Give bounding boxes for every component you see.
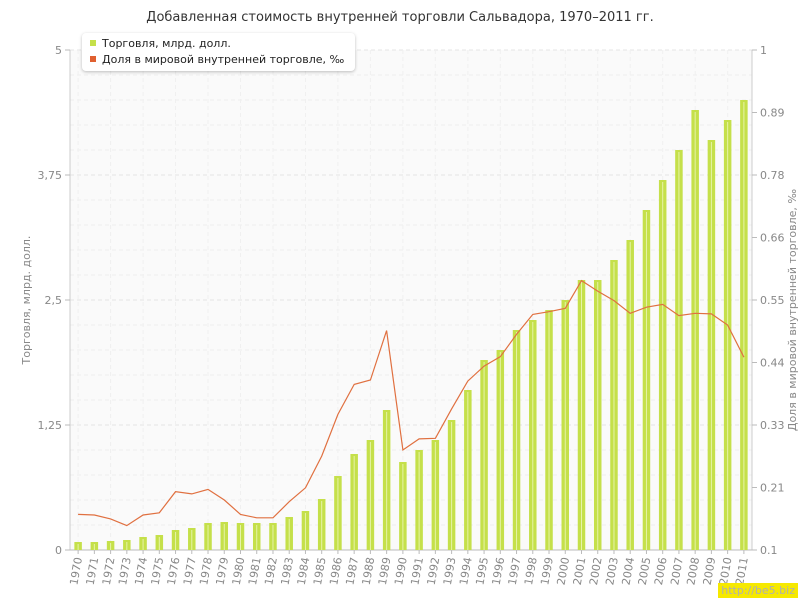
x-tick-label-2008: 2008 — [684, 556, 702, 586]
y-tick-left-label: 1,25 — [38, 419, 63, 432]
x-tick-label-2006: 2006 — [652, 556, 670, 586]
x-tick-label-1994: 1994 — [457, 556, 475, 586]
legend-swatch-trade — [90, 40, 96, 46]
y-axis-right-ticks: 0.1 0.21 0.33 0.44 0.55 0.66 0.78 0.89 1 — [752, 44, 785, 557]
x-tick-label-2010: 2010 — [717, 556, 735, 586]
x-tick-label-2005: 2005 — [636, 556, 654, 586]
y-tick-left-label: 5 — [55, 44, 62, 57]
x-tick-label-1976: 1976 — [165, 556, 183, 586]
x-tick-label-2011: 2011 — [733, 556, 751, 586]
x-tick-label-1996: 1996 — [490, 556, 508, 586]
y-tick-left-label: 0 — [55, 544, 62, 557]
x-tick-label-1989: 1989 — [376, 556, 394, 586]
y-tick-right-label: 0.89 — [760, 107, 785, 120]
x-tick-label-2003: 2003 — [603, 556, 621, 586]
y-tick-right-label: 1 — [760, 44, 767, 57]
x-tick-label-2009: 2009 — [701, 556, 719, 586]
x-tick-label-1993: 1993 — [441, 556, 459, 586]
x-tick-label-2004: 2004 — [620, 556, 638, 586]
x-tick-label-1970: 1970 — [67, 556, 85, 586]
y-tick-right-label: 0.44 — [760, 357, 785, 370]
x-tick-label-1987: 1987 — [343, 556, 361, 586]
x-tick-label-1973: 1973 — [116, 556, 134, 586]
y-axis-left-label: Торговля, млрд. долл. — [20, 236, 33, 366]
legend-swatch-share — [90, 56, 96, 62]
x-tick-label-1991: 1991 — [408, 556, 426, 586]
x-tick-label-1999: 1999 — [538, 556, 556, 586]
x-tick-label-1990: 1990 — [392, 556, 410, 586]
x-tick-label-1971: 1971 — [84, 556, 102, 586]
chart-title: Добавленная стоимость внутренней торговл… — [146, 10, 654, 25]
y-tick-right-label: 0.33 — [760, 419, 785, 432]
y-tick-right-label: 0.66 — [760, 232, 785, 245]
y-axis-left-ticks: 0 1,25 2,5 3,75 5 — [38, 44, 70, 557]
legend-item-trade[interactable]: Торговля, млрд. долл. — [90, 37, 231, 51]
x-tick-label-1972: 1972 — [100, 556, 118, 586]
bar-series — [74, 100, 748, 550]
y-tick-right-label: 0.55 — [760, 294, 785, 307]
legend-label-share: Доля в мировой внутренней торговле, ‰ — [102, 53, 345, 66]
x-tick-label-1992: 1992 — [425, 556, 443, 586]
y-tick-left-label: 2,5 — [45, 294, 63, 307]
x-tick-label-1980: 1980 — [230, 556, 248, 586]
x-tick-label-1974: 1974 — [132, 556, 150, 586]
x-tick-label-1988: 1988 — [360, 556, 378, 586]
legend-label-trade: Торговля, млрд. долл. — [102, 37, 231, 50]
x-tick-label-1977: 1977 — [181, 556, 199, 586]
y-axis-right-label: Доля в мировой внутренней торговле, ‰ — [786, 189, 799, 432]
x-tick-label-2002: 2002 — [587, 556, 605, 586]
share-line — [78, 279, 745, 527]
legend-item-share[interactable]: Доля в мировой внутренней торговле, ‰ — [90, 53, 344, 67]
x-tick-label-1982: 1982 — [262, 556, 280, 586]
y-tick-right-label: 0.1 — [760, 544, 778, 557]
x-tick-label-1985: 1985 — [311, 556, 329, 586]
x-tick-label-2000: 2000 — [555, 556, 573, 586]
x-tick-label-1984: 1984 — [295, 556, 313, 586]
x-axis-ticks: 1970197119721973197419751976197719781979… — [67, 550, 751, 586]
watermark-link[interactable]: http://be5.biz — [718, 583, 798, 598]
x-tick-label-2007: 2007 — [668, 556, 686, 586]
x-tick-label-2001: 2001 — [571, 556, 589, 586]
x-tick-label-1997: 1997 — [506, 556, 524, 586]
y-tick-right-label: 0.78 — [760, 169, 785, 182]
y-tick-right-label: 0.21 — [760, 482, 785, 495]
x-tick-label-1995: 1995 — [473, 556, 491, 586]
x-tick-label-1975: 1975 — [149, 556, 167, 586]
x-tick-label-1981: 1981 — [246, 556, 264, 586]
y-tick-left-label: 3,75 — [38, 169, 63, 182]
x-tick-label-1979: 1979 — [214, 556, 232, 586]
x-tick-label-1983: 1983 — [279, 556, 297, 586]
x-tick-label-1978: 1978 — [197, 556, 215, 586]
x-tick-label-1998: 1998 — [522, 556, 540, 586]
legend: Торговля, млрд. долл. Доля в мировой вну… — [82, 33, 355, 71]
x-tick-label-1986: 1986 — [327, 556, 345, 586]
